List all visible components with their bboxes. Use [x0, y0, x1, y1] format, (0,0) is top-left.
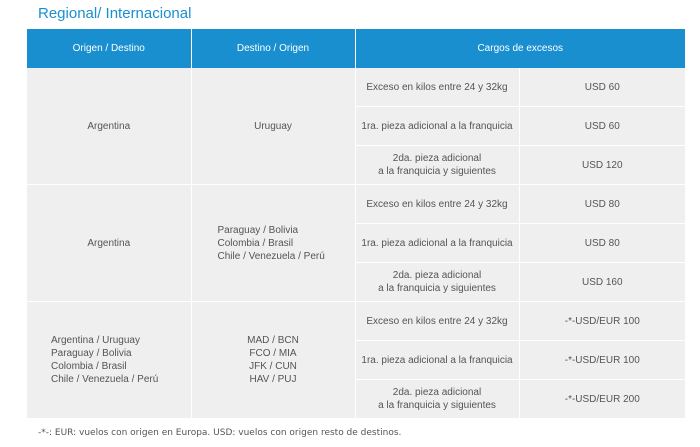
excess-baggage-table: Origen / Destino Destino / Origen Cargos…	[27, 29, 686, 419]
charge-cell: USD 160	[519, 262, 686, 302]
concept-cell: Exceso en kilos entre 24 y 32kg	[355, 301, 520, 341]
table-row: 2da. pieza adicional a la franquicia y s…	[27, 262, 686, 302]
table-header-row: Origen / Destino Destino / Origen Cargos…	[27, 29, 686, 68]
concept-cell: Exceso en kilos entre 24 y 32kg	[355, 184, 520, 224]
destination-cell: Paraguay / Bolivia Colombia / Brasil Chi…	[191, 184, 356, 302]
section-title: Regional/ Internacional	[38, 5, 192, 22]
table-row: 2da. pieza adicional a la franquicia y s…	[27, 379, 686, 419]
footnote: -*-: EUR: vuelos con origen en Europa. U…	[38, 428, 402, 438]
charge-cell: -*-USD/EUR 100	[519, 340, 686, 380]
table-row: Argentina Uruguay Exceso en kilos entre …	[27, 68, 686, 185]
concept-cell: 2da. pieza adicional a la franquicia y s…	[355, 379, 520, 419]
concept-cell: 1ra. pieza adicional a la franquicia	[355, 106, 520, 146]
charge-cell: USD 120	[519, 145, 686, 185]
charge-cell: -*-USD/EUR 200	[519, 379, 686, 419]
destination-cell: MAD / BCN FCO / MIA JFK / CUN HAV / PUJ	[191, 301, 356, 419]
charge-cell: USD 80	[519, 184, 686, 224]
table-row: 1ra. pieza adicional a la franquicia USD…	[27, 223, 686, 263]
concept-cell: 2da. pieza adicional a la franquicia y s…	[355, 262, 520, 302]
table-row: 1ra. pieza adicional a la franquicia -*-…	[27, 340, 686, 380]
origin-cell: Argentina	[27, 68, 192, 185]
concept-cell: 1ra. pieza adicional a la franquicia	[355, 340, 520, 380]
header-destination: Destino / Origen	[191, 29, 356, 68]
concept-cell: 1ra. pieza adicional a la franquicia	[355, 223, 520, 263]
origin-cell: Argentina	[27, 184, 192, 302]
concept-cell: 2da. pieza adicional a la franquicia y s…	[355, 145, 520, 185]
header-origin: Origen / Destino	[27, 29, 192, 68]
origin-cell: Argentina / Uruguay Paraguay / Bolivia C…	[27, 301, 192, 419]
charge-cell: USD 60	[519, 68, 686, 107]
table-row: 1ra. pieza adicional a la franquicia USD…	[27, 106, 686, 146]
table-row: 2da. pieza adicional a la franquicia y s…	[27, 145, 686, 185]
header-charges: Cargos de excesos	[355, 29, 686, 68]
table-row: Argentina / Uruguay Paraguay / Bolivia C…	[27, 301, 686, 419]
charge-cell: -*-USD/EUR 100	[519, 301, 686, 341]
destination-cell: Uruguay	[191, 68, 356, 185]
table-row: Argentina Paraguay / Bolivia Colombia / …	[27, 184, 686, 302]
charge-cell: USD 80	[519, 223, 686, 263]
charge-cell: USD 60	[519, 106, 686, 146]
concept-cell: Exceso en kilos entre 24 y 32kg	[355, 68, 520, 107]
